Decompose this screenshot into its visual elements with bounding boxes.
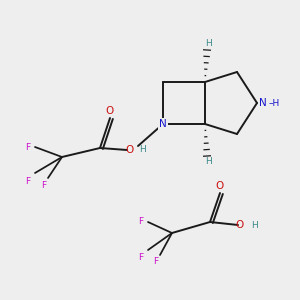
Text: F: F (138, 218, 144, 226)
Text: N: N (159, 119, 167, 129)
Text: H: H (250, 220, 257, 230)
Text: O: O (125, 145, 133, 155)
Text: O: O (106, 106, 114, 116)
Text: H: H (140, 146, 146, 154)
Text: O: O (236, 220, 244, 230)
Text: N: N (259, 98, 267, 108)
Text: F: F (26, 142, 31, 152)
Text: O: O (216, 181, 224, 191)
Text: F: F (138, 254, 144, 262)
Text: H: H (205, 40, 212, 49)
Text: F: F (153, 257, 159, 266)
Text: F: F (26, 176, 31, 185)
Text: F: F (41, 181, 46, 190)
Text: H: H (205, 158, 212, 166)
Text: –H: –H (269, 98, 280, 107)
